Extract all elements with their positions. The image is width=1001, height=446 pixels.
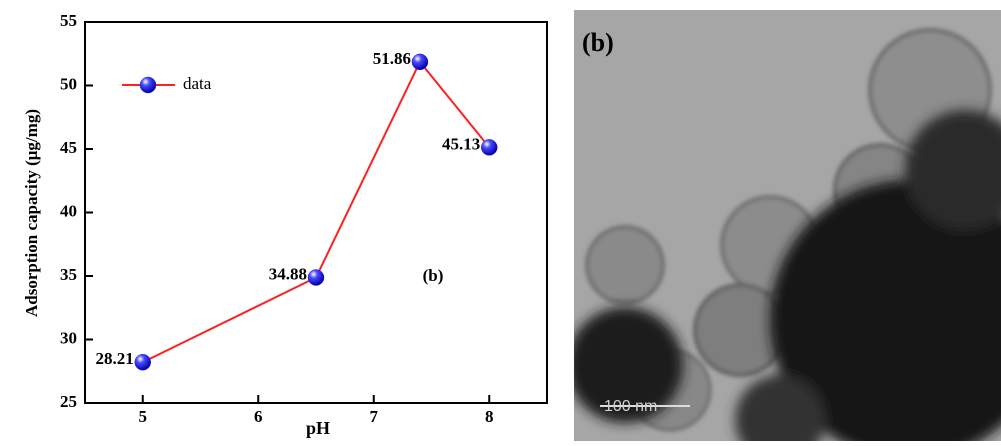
x-tick-label: 5 [139,407,148,426]
y-axis-label: Adsorption capacity (μg/mg) [22,109,41,317]
y-tick-label: 40 [60,201,77,220]
data-point [307,269,325,286]
value-label: 51.86 [373,49,411,68]
x-tick-label: 8 [485,407,494,426]
value-label: 28.21 [96,349,134,368]
y-tick-label: 50 [60,74,77,93]
y-tick-label: 30 [60,328,77,347]
scale-bar-label: 100 nm [604,398,657,415]
x-axis-label: pH [306,418,330,438]
data-point [481,139,498,156]
value-label: 34.88 [269,264,307,283]
y-tick-label: 25 [60,392,77,411]
value-label: 45.13 [442,134,480,153]
legend-label: data [183,74,212,93]
annotation: (b) [423,266,444,285]
plot-frame [84,21,548,404]
x-tick-label: 6 [254,407,263,426]
legend-marker [139,76,157,94]
y-tick-label: 35 [60,265,77,284]
y-tick-label: 45 [60,138,77,157]
micrograph [574,10,1001,441]
data-point [411,53,429,71]
x-tick-label: 7 [370,407,379,426]
y-tick-label: 55 [60,11,77,30]
data-point [134,353,151,371]
data-line [142,60,491,364]
image-label: (b) [582,28,614,57]
